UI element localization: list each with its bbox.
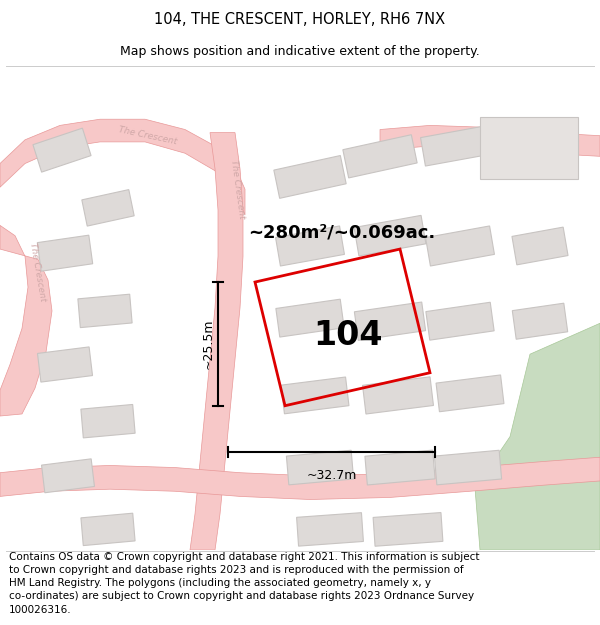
Polygon shape [343,135,417,178]
Polygon shape [0,458,600,499]
Polygon shape [373,512,443,546]
Text: ~32.7m: ~32.7m [307,469,356,482]
Text: ~25.5m: ~25.5m [202,319,215,369]
Polygon shape [276,299,344,337]
Polygon shape [475,323,600,550]
Text: ~280m²/~0.069ac.: ~280m²/~0.069ac. [248,224,435,242]
Polygon shape [33,128,91,172]
Polygon shape [355,302,425,341]
Polygon shape [354,216,426,256]
Polygon shape [81,513,135,546]
Text: 104, THE CRESCENT, HORLEY, RH6 7NX: 104, THE CRESCENT, HORLEY, RH6 7NX [154,12,446,27]
Polygon shape [41,459,94,492]
Polygon shape [512,134,568,172]
Text: The Crescent: The Crescent [229,159,247,219]
Polygon shape [365,450,435,485]
Polygon shape [274,156,346,198]
Text: The Crescent: The Crescent [28,242,47,302]
Polygon shape [436,375,504,412]
Polygon shape [434,450,502,485]
Polygon shape [37,235,92,271]
Polygon shape [512,303,568,339]
Text: 104: 104 [313,319,383,352]
Polygon shape [82,189,134,226]
Polygon shape [275,226,344,266]
Polygon shape [362,377,433,414]
Text: Contains OS data © Crown copyright and database right 2021. This information is : Contains OS data © Crown copyright and d… [9,552,479,614]
Polygon shape [480,117,578,179]
Text: Map shows position and indicative extent of the property.: Map shows position and indicative extent… [120,45,480,58]
Polygon shape [0,119,245,215]
Polygon shape [0,226,52,416]
Polygon shape [380,126,600,156]
Polygon shape [426,302,494,340]
Polygon shape [78,294,132,328]
Polygon shape [81,404,135,438]
Polygon shape [190,132,243,550]
Polygon shape [37,347,92,382]
Polygon shape [296,512,364,546]
Polygon shape [286,450,353,485]
Polygon shape [421,126,490,166]
Polygon shape [512,227,568,265]
Text: The Crescent: The Crescent [118,125,178,146]
Polygon shape [425,226,494,266]
Polygon shape [281,377,349,414]
